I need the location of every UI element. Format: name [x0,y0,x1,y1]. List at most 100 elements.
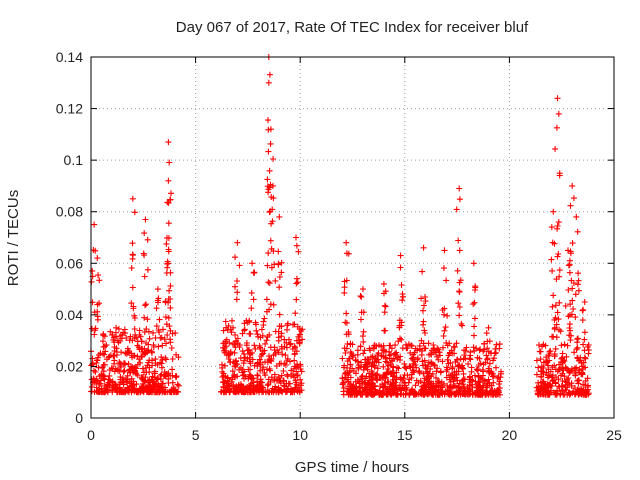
data-point [368,379,375,386]
data-point [556,267,563,274]
data-point [574,228,581,235]
data-point [287,340,294,347]
data-point [93,357,100,364]
x-tick-label: 0 [87,427,95,443]
data-point [341,278,348,285]
data-point [343,345,350,352]
data-point [406,376,413,383]
data-point [280,368,287,374]
data-point [381,290,387,297]
data-point [92,247,99,254]
data-point [259,366,266,373]
data-point [564,342,571,349]
data-point [145,341,152,348]
y-tick-label: 0.06 [56,255,83,271]
data-point [230,324,236,331]
data-point [239,348,246,355]
data-point [249,260,256,267]
data-point [165,380,172,386]
data-point [124,388,131,395]
data-point [580,341,587,348]
data-point [441,311,447,318]
data-point [398,336,405,343]
data-point [293,348,300,355]
data-point [460,356,467,363]
data-point [479,376,486,383]
data-point [537,356,544,363]
data-point [276,323,283,330]
data-point [143,301,149,308]
data-point [342,319,349,326]
data-point [556,299,563,306]
data-point [141,252,148,259]
data-point [366,360,373,366]
data-point [540,359,547,366]
data-point [354,358,361,365]
data-point [104,381,111,388]
data-point [259,387,266,393]
data-point [539,343,545,350]
data-point [151,370,158,377]
data-point [380,371,387,378]
data-point [129,284,136,291]
data-point [383,371,390,378]
data-point [546,372,553,379]
data-point [473,366,480,373]
data-point [220,370,227,377]
data-point [291,389,298,396]
data-point [555,316,562,323]
data-point [441,327,448,334]
data-point [163,340,170,347]
data-point [250,296,257,303]
data-point [368,354,374,361]
data-point [485,324,492,331]
data-point [485,390,492,397]
data-point [357,293,364,299]
data-point [408,343,415,349]
data-point [421,302,427,309]
data-point [442,324,449,331]
data-point [109,378,116,385]
data-point [536,391,543,398]
data-point [240,388,247,395]
data-point [267,237,274,244]
data-point [473,345,480,352]
data-point [539,368,546,375]
data-point [483,352,490,359]
data-point [167,304,174,311]
data-point [129,240,136,247]
data-point [296,340,303,347]
data-point [573,213,580,220]
data-point [222,338,229,345]
data-point [559,388,566,394]
data-point [397,264,404,271]
data-point [581,347,588,354]
data-point [233,296,240,303]
data-point [496,345,503,352]
data-point [247,360,254,367]
data-point [355,389,362,396]
data-point [241,350,247,357]
data-point [291,374,297,381]
data-point [393,349,400,356]
data-point [160,326,166,333]
data-point [149,376,156,383]
data-point [339,355,346,362]
data-point [470,260,477,267]
data-point [556,361,563,368]
data-point [266,306,273,313]
data-point [266,167,273,174]
data-point [537,379,544,386]
data-point [298,380,305,387]
data-point [456,380,463,387]
data-point [486,338,493,345]
data-point [125,387,132,394]
data-point [552,345,559,352]
data-point [165,246,172,253]
data-point [270,301,277,308]
data-point [254,372,261,379]
data-point [456,312,463,319]
data-point [393,369,400,376]
data-point [484,355,491,362]
